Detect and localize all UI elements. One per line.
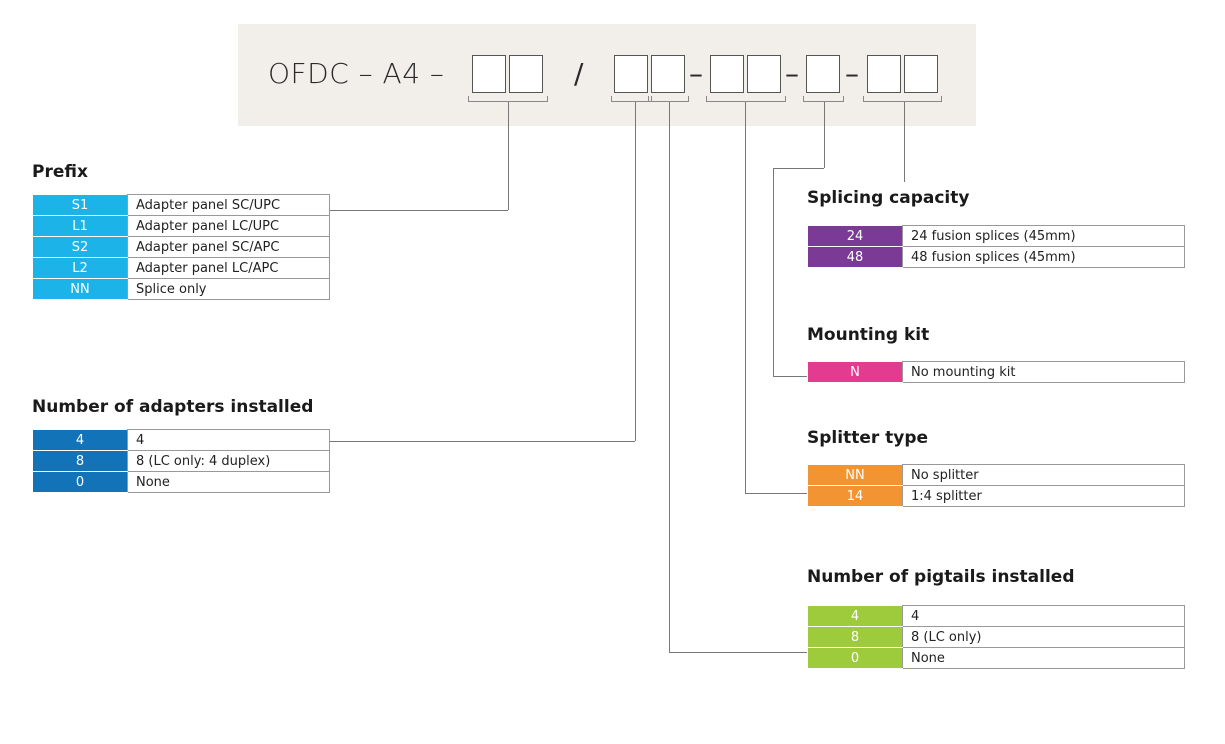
prefix-row: L1 Adapter panel LC/UPC bbox=[32, 215, 330, 237]
code-slot-prefix-2 bbox=[509, 55, 543, 93]
bracket-adapters bbox=[611, 96, 652, 102]
pigtails-code: 4 bbox=[807, 605, 903, 627]
bracket-splitter bbox=[706, 96, 786, 102]
connector-mounting-h2 bbox=[773, 376, 809, 377]
connector-prefix-h bbox=[330, 210, 508, 211]
code-prefix: OFDC – A4 – bbox=[268, 57, 445, 90]
splitter-title: Splitter type bbox=[807, 428, 929, 448]
splitter-description: 1:4 splitter bbox=[902, 485, 1185, 507]
splicing-table: 24 24 fusion splices (45mm) 48 48 fusion sp… bbox=[807, 225, 1185, 268]
pigtails-title: Number of pigtails installed bbox=[807, 567, 1075, 587]
connector-splitter-v bbox=[745, 102, 746, 493]
bracket-mounting bbox=[803, 96, 844, 102]
code-slot-adapters bbox=[614, 55, 648, 93]
connector-prefix-v bbox=[508, 102, 509, 210]
pigtails-description: 4 bbox=[902, 605, 1185, 627]
adapters-code: 4 bbox=[32, 429, 128, 451]
mounting-table: N No mounting kit bbox=[807, 361, 1185, 383]
prefix-description: Splice only bbox=[127, 278, 330, 300]
code-slot-splicing-1 bbox=[867, 55, 901, 93]
splicing-code: 24 bbox=[807, 225, 903, 247]
splicing-row: 24 24 fusion splices (45mm) bbox=[807, 225, 1185, 247]
code-slot-splitter-1 bbox=[710, 55, 744, 93]
code-dash-3: – bbox=[845, 57, 859, 90]
adapters-description: None bbox=[127, 471, 330, 493]
pigtails-row: 0 None bbox=[807, 647, 1185, 669]
code-slot-splitter-2 bbox=[747, 55, 781, 93]
adapters-title: Number of adapters installed bbox=[32, 397, 314, 417]
prefix-code: S1 bbox=[32, 194, 128, 216]
splitter-row: 14 1:4 splitter bbox=[807, 485, 1185, 507]
code-slot-pigtails bbox=[651, 55, 685, 93]
splitter-code: NN bbox=[807, 464, 903, 486]
adapters-description: 8 (LC only: 4 duplex) bbox=[127, 450, 330, 472]
splicing-title: Splicing capacity bbox=[807, 188, 970, 208]
connector-splicing-v bbox=[904, 102, 905, 182]
bracket-prefix bbox=[468, 96, 548, 102]
connector-mounting-h1 bbox=[773, 168, 824, 169]
prefix-description: Adapter panel SC/UPC bbox=[127, 194, 330, 216]
prefix-description: Adapter panel LC/APC bbox=[127, 257, 330, 279]
prefix-title: Prefix bbox=[32, 162, 88, 182]
prefix-code: L2 bbox=[32, 257, 128, 279]
splitter-row: NN No splitter bbox=[807, 464, 1185, 486]
splicing-description: 48 fusion splices (45mm) bbox=[902, 246, 1185, 268]
code-slot-mounting bbox=[806, 55, 840, 93]
connector-pigtails-h bbox=[669, 652, 809, 653]
prefix-table: S1 Adapter panel SC/UPC L1 Adapter panel LC… bbox=[32, 194, 330, 300]
prefix-row: NN Splice only bbox=[32, 278, 330, 300]
prefix-code: L1 bbox=[32, 215, 128, 237]
code-dash-1: – bbox=[689, 57, 703, 90]
connector-mounting-v2 bbox=[773, 168, 774, 376]
splicing-description: 24 fusion splices (45mm) bbox=[902, 225, 1185, 247]
splicing-code: 48 bbox=[807, 246, 903, 268]
adapters-code: 0 bbox=[32, 471, 128, 493]
splitter-table: NN No splitter 14 1:4 splitter bbox=[807, 464, 1185, 507]
connector-splitter-h bbox=[745, 493, 809, 494]
pigtails-description: None bbox=[902, 647, 1185, 669]
splitter-code: 14 bbox=[807, 485, 903, 507]
mounting-code: N bbox=[807, 361, 903, 383]
mounting-description: No mounting kit bbox=[902, 361, 1185, 383]
connector-adapters-v bbox=[635, 102, 636, 441]
connector-adapters-h bbox=[330, 441, 635, 442]
code-bar bbox=[238, 24, 976, 126]
prefix-code: S2 bbox=[32, 236, 128, 258]
adapters-code: 8 bbox=[32, 450, 128, 472]
code-dash-2: – bbox=[785, 57, 799, 90]
code-slot-splicing-2 bbox=[904, 55, 938, 93]
adapters-description: 4 bbox=[127, 429, 330, 451]
prefix-row: L2 Adapter panel LC/APC bbox=[32, 257, 330, 279]
pigtails-description: 8 (LC only) bbox=[902, 626, 1185, 648]
prefix-code: NN bbox=[32, 278, 128, 300]
bracket-pigtails bbox=[648, 96, 689, 102]
code-slash: / bbox=[574, 57, 584, 90]
mounting-row: N No mounting kit bbox=[807, 361, 1185, 383]
connector-pigtails-v bbox=[669, 102, 670, 652]
bracket-splicing bbox=[863, 96, 942, 102]
prefix-description: Adapter panel SC/APC bbox=[127, 236, 330, 258]
connector-mounting-v1 bbox=[824, 102, 825, 168]
prefix-description: Adapter panel LC/UPC bbox=[127, 215, 330, 237]
pigtails-code: 0 bbox=[807, 647, 903, 669]
splitter-description: No splitter bbox=[902, 464, 1185, 486]
pigtails-code: 8 bbox=[807, 626, 903, 648]
splicing-row: 48 48 fusion splices (45mm) bbox=[807, 246, 1185, 268]
prefix-row: S2 Adapter panel SC/APC bbox=[32, 236, 330, 258]
mounting-title: Mounting kit bbox=[807, 325, 930, 345]
adapters-row: 0 None bbox=[32, 471, 330, 493]
code-slot-prefix-1 bbox=[472, 55, 506, 93]
prefix-row: S1 Adapter panel SC/UPC bbox=[32, 194, 330, 216]
